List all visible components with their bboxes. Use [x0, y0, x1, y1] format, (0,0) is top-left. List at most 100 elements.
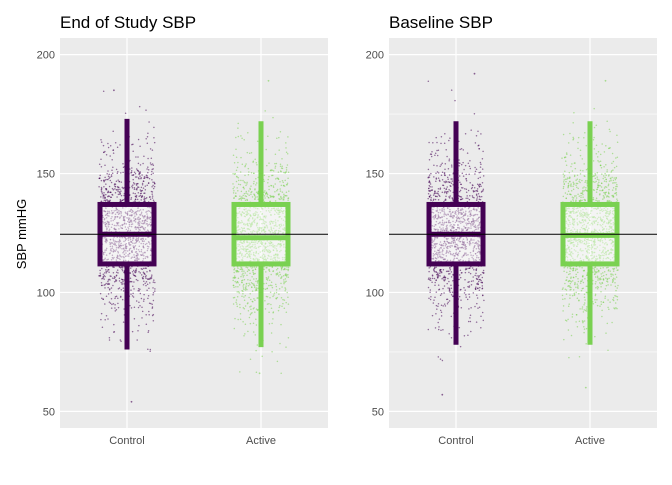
data-point-control — [105, 183, 107, 185]
data-point-active — [278, 137, 280, 139]
data-point-active — [257, 281, 259, 283]
data-point-control — [459, 274, 461, 276]
data-point-control — [105, 194, 107, 196]
data-point-control — [438, 177, 440, 179]
data-point-active — [234, 281, 236, 283]
data-point-control — [103, 192, 105, 194]
data-point-control — [432, 275, 434, 277]
data-point-active — [608, 192, 610, 194]
data-point-active — [604, 297, 606, 299]
data-point-active — [268, 285, 270, 287]
data-point-active — [243, 139, 245, 141]
data-point-control — [150, 198, 152, 200]
data-point-control — [136, 189, 138, 191]
data-point-active — [607, 307, 609, 309]
data-point-control — [108, 279, 110, 281]
data-point-active — [284, 268, 286, 270]
data-point-active — [241, 295, 243, 297]
data-point-control — [116, 271, 118, 273]
data-point-control — [451, 166, 453, 168]
data-point-control — [429, 186, 431, 188]
data-point-active — [273, 270, 275, 272]
data-point-active — [597, 156, 599, 158]
data-point-control — [143, 156, 145, 158]
data-point-active — [253, 183, 255, 185]
data-point-active — [245, 267, 247, 269]
data-point-control — [108, 176, 110, 178]
data-point-active — [280, 283, 282, 285]
data-point-control — [475, 269, 477, 271]
data-point-active — [240, 180, 242, 182]
data-point-active — [603, 275, 605, 277]
data-point-active — [593, 137, 595, 139]
data-point-control — [131, 174, 133, 176]
data-point-active — [281, 286, 283, 288]
data-point-active — [280, 190, 282, 192]
data-point-active — [234, 268, 236, 270]
data-point-control — [138, 178, 140, 180]
data-point-control — [428, 271, 430, 273]
y-tick-label: 100 — [37, 287, 55, 299]
data-point-control — [147, 136, 149, 138]
data-point-control — [459, 327, 461, 329]
data-point-control — [436, 165, 438, 167]
data-point-active — [593, 303, 595, 305]
data-point-active — [252, 272, 254, 274]
data-point-control — [114, 298, 116, 300]
data-point-active — [606, 196, 608, 198]
data-point-control — [116, 275, 118, 277]
data-point-active — [283, 283, 285, 285]
data-point-active — [235, 301, 237, 303]
data-point-control — [451, 197, 453, 199]
data-point-active — [577, 285, 579, 287]
data-point-active — [600, 283, 602, 285]
data-point-control — [111, 182, 113, 184]
data-point-control — [119, 188, 121, 190]
data-point-control — [121, 289, 123, 291]
data-point-control — [468, 294, 470, 296]
data-point-active — [288, 337, 290, 339]
data-point-control — [101, 166, 103, 168]
data-point-active — [584, 278, 586, 280]
data-point-active — [276, 163, 278, 165]
data-point-control — [479, 279, 481, 281]
data-point-active — [241, 271, 243, 273]
data-point-control — [108, 269, 110, 271]
data-point-control — [151, 276, 153, 278]
data-point-active — [232, 277, 234, 279]
data-point-active — [615, 186, 617, 188]
data-point-control — [459, 181, 461, 183]
data-point-control — [469, 285, 471, 287]
data-point-active — [240, 171, 242, 173]
data-point-active — [598, 151, 600, 153]
data-point-control — [143, 276, 145, 278]
data-point-active — [572, 122, 574, 124]
data-point-active — [237, 167, 239, 169]
data-point-active — [267, 136, 269, 138]
data-point-control — [132, 271, 134, 273]
data-point-active — [617, 157, 619, 159]
data-point-control — [476, 278, 478, 280]
data-point-active — [603, 279, 605, 281]
data-point-control — [146, 185, 148, 187]
data-point-control — [152, 195, 154, 197]
data-point-active — [252, 290, 254, 292]
data-point-control — [113, 152, 115, 154]
data-point-control — [148, 169, 150, 171]
data-point-control — [107, 192, 109, 194]
data-point-control — [121, 284, 123, 286]
data-point-control — [477, 307, 479, 309]
data-point-active — [573, 269, 575, 271]
data-point-active — [233, 154, 235, 156]
data-point-active — [570, 154, 572, 156]
data-point-active — [248, 174, 250, 176]
data-point-control — [109, 339, 111, 341]
data-point-control — [430, 197, 432, 199]
data-point-control — [477, 188, 479, 190]
data-point-active — [563, 339, 565, 341]
data-point-active — [263, 191, 265, 193]
data-point-control — [119, 280, 121, 282]
data-point-control — [109, 337, 111, 339]
data-point-control — [438, 284, 440, 286]
data-point-active — [256, 192, 258, 194]
